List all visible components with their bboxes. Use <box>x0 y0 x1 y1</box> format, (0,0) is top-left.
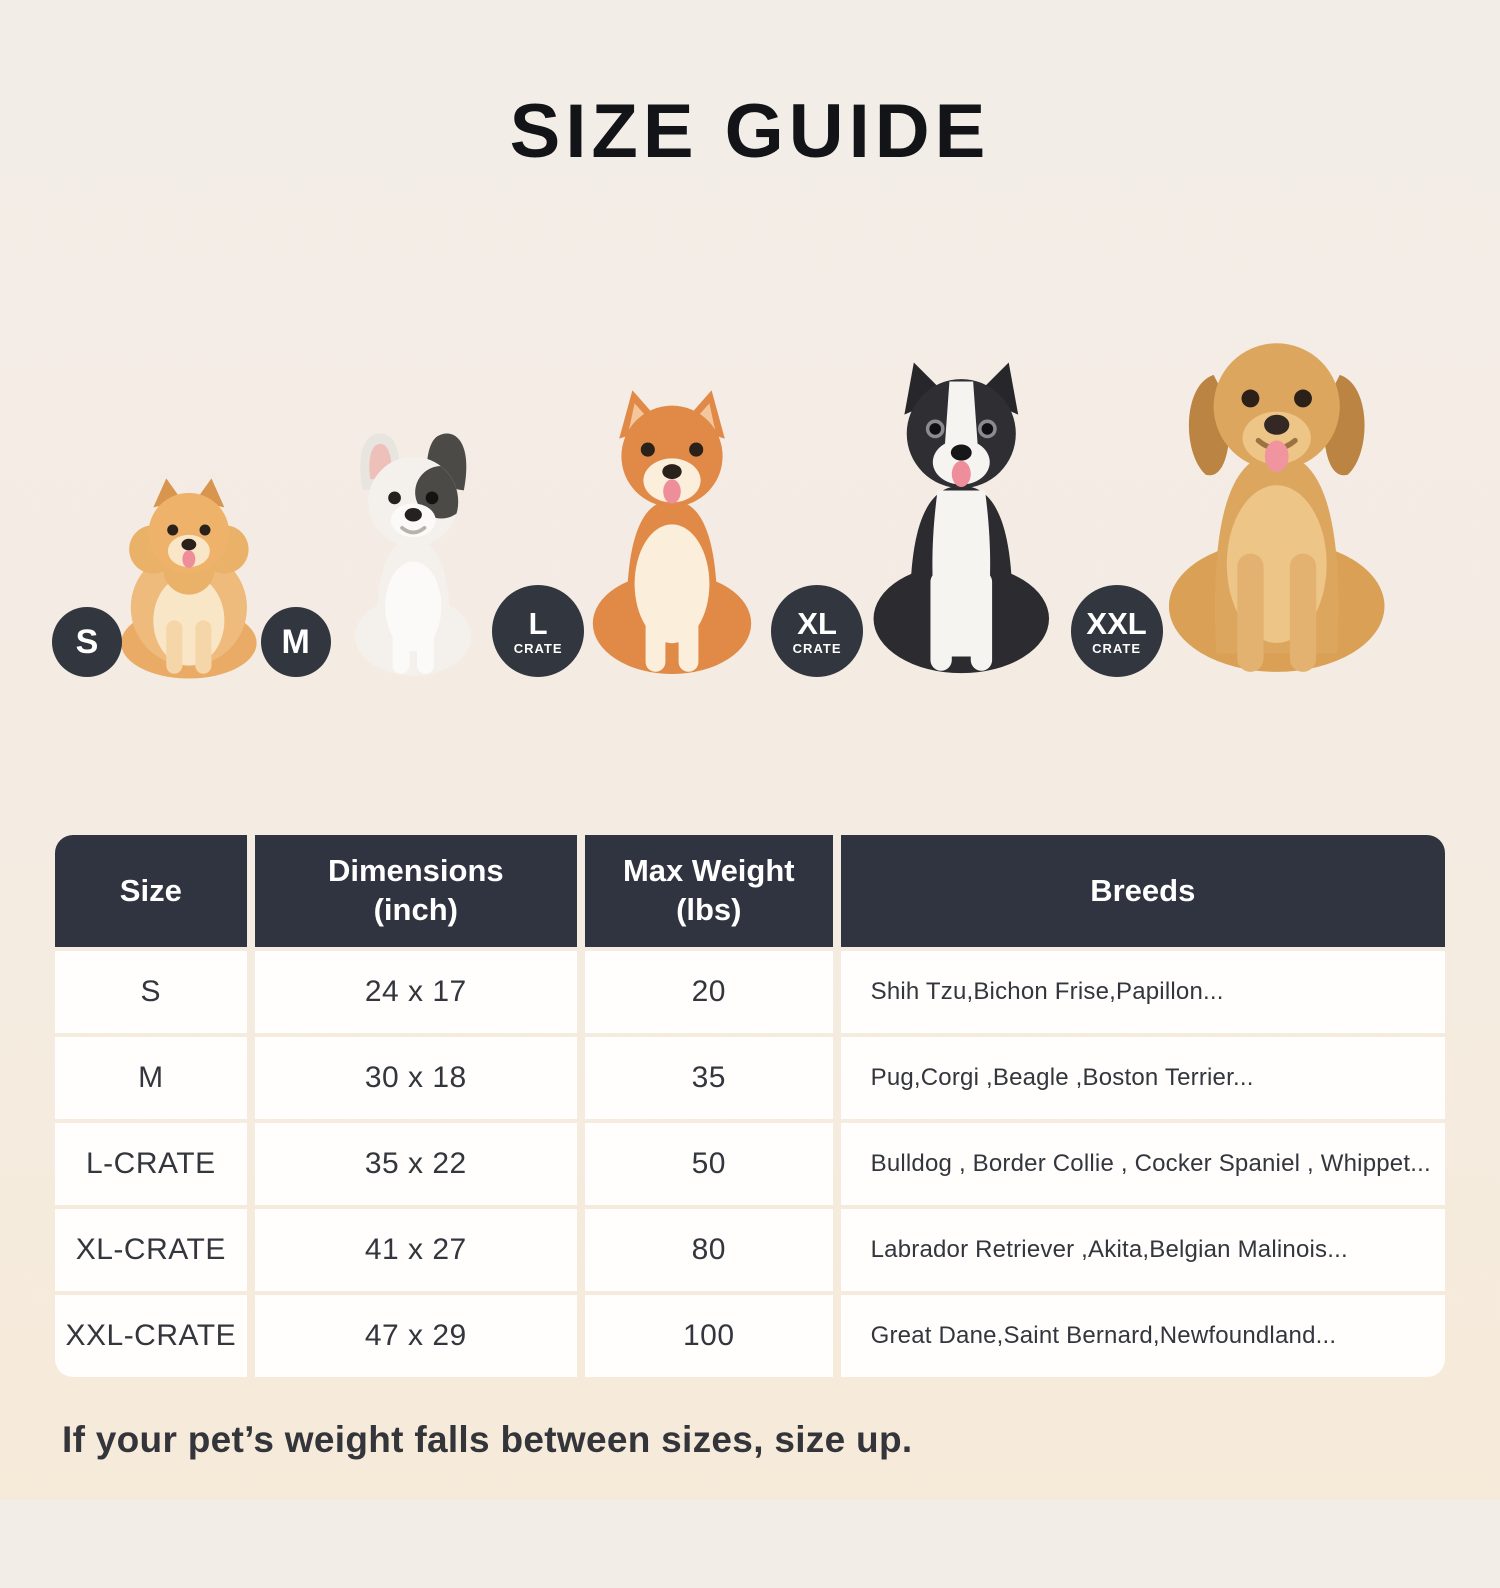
size-badge-xxl-crate: XXL CRATE <box>1070 585 1163 677</box>
cell-breeds: Great Dane,Saint Bernard,Newfoundland... <box>840 1295 1445 1377</box>
cell-dimensions: 47 x 29 <box>254 1295 577 1377</box>
cell-max-weight: 50 <box>584 1123 833 1205</box>
dog-shiba-inu: L CRATE <box>492 377 804 685</box>
cell-max-weight: 35 <box>584 1037 833 1119</box>
header-label: Max Weight <box>622 853 795 889</box>
cell-breeds: Bulldog , Border Collie , Cocker Spaniel… <box>840 1123 1445 1205</box>
size-badge-s: S <box>52 607 122 677</box>
badge-sublabel: CRATE <box>1092 640 1141 656</box>
header-sublabel: (lbs) <box>676 892 742 927</box>
page-title: SIZE GUIDE <box>509 89 991 174</box>
cell-size: M <box>55 1037 247 1119</box>
table-header-max-weight: Max Weight (lbs) <box>584 835 833 947</box>
border-collie-icon <box>873 362 1050 674</box>
table-header-breeds: Breeds <box>840 835 1445 947</box>
badge-label: XXL <box>1086 605 1147 641</box>
dog-border-collie: XL CRATE <box>771 353 1104 685</box>
header-label: Breeds <box>1090 872 1196 908</box>
cell-breeds: Labrador Retriever ,Akita,Belgian Malino… <box>840 1209 1445 1291</box>
cell-size: XL-CRATE <box>55 1209 247 1291</box>
shiba-inu-icon <box>592 390 752 674</box>
header-label: Dimensions <box>327 853 504 889</box>
cell-size: S <box>55 951 247 1033</box>
badge-label: M <box>281 623 310 661</box>
size-badge-xl-crate: XL CRATE <box>771 585 864 677</box>
dog-golden-retriever: XXL CRATE <box>1070 317 1434 685</box>
badge-label: L <box>528 605 548 641</box>
badge-sublabel: CRATE <box>513 640 563 656</box>
cell-breeds: Pug,Corgi ,Beagle ,Boston Terrier... <box>840 1037 1445 1119</box>
size-table: Size Dimensions (inch) Max Weight (lbs) … <box>55 835 1445 1377</box>
size-up-note: If your pet’s weight falls between sizes… <box>62 1419 913 1460</box>
badge-label: XL <box>797 605 837 641</box>
size-badge-m: M <box>260 607 331 677</box>
cell-max-weight: 20 <box>584 951 833 1033</box>
cell-dimensions: 35 x 22 <box>254 1123 577 1205</box>
dog-french-bulldog: M <box>260 423 526 685</box>
header-sublabel: (inch) <box>373 892 458 927</box>
dog-size-lineup: S <box>0 313 1500 685</box>
badge-label: S <box>75 623 99 661</box>
cell-size: L-CRATE <box>55 1123 247 1205</box>
cell-size: XXL-CRATE <box>55 1295 247 1377</box>
pomeranian-dog-icon <box>121 478 257 679</box>
size-guide-page: SIZE GUIDE S <box>0 88 1500 1588</box>
cell-max-weight: 100 <box>584 1295 833 1377</box>
cell-max-weight: 80 <box>584 1209 833 1291</box>
cell-dimensions: 24 x 17 <box>254 951 577 1033</box>
cell-dimensions: 30 x 18 <box>254 1037 577 1119</box>
cell-dimensions: 41 x 27 <box>254 1209 577 1291</box>
header-label: Size <box>119 872 182 908</box>
size-badge-l-crate: L CRATE <box>492 585 585 677</box>
golden-retriever-icon <box>1168 343 1385 672</box>
table-header-dimensions: Dimensions (inch) <box>254 835 577 947</box>
table-header-size: Size <box>55 835 247 947</box>
badge-sublabel: CRATE <box>792 640 842 656</box>
cell-breeds: Shih Tzu,Bichon Frise,Papillon... <box>840 951 1445 1033</box>
french-bulldog-icon <box>354 433 471 676</box>
dog-pomeranian: S <box>52 459 286 685</box>
